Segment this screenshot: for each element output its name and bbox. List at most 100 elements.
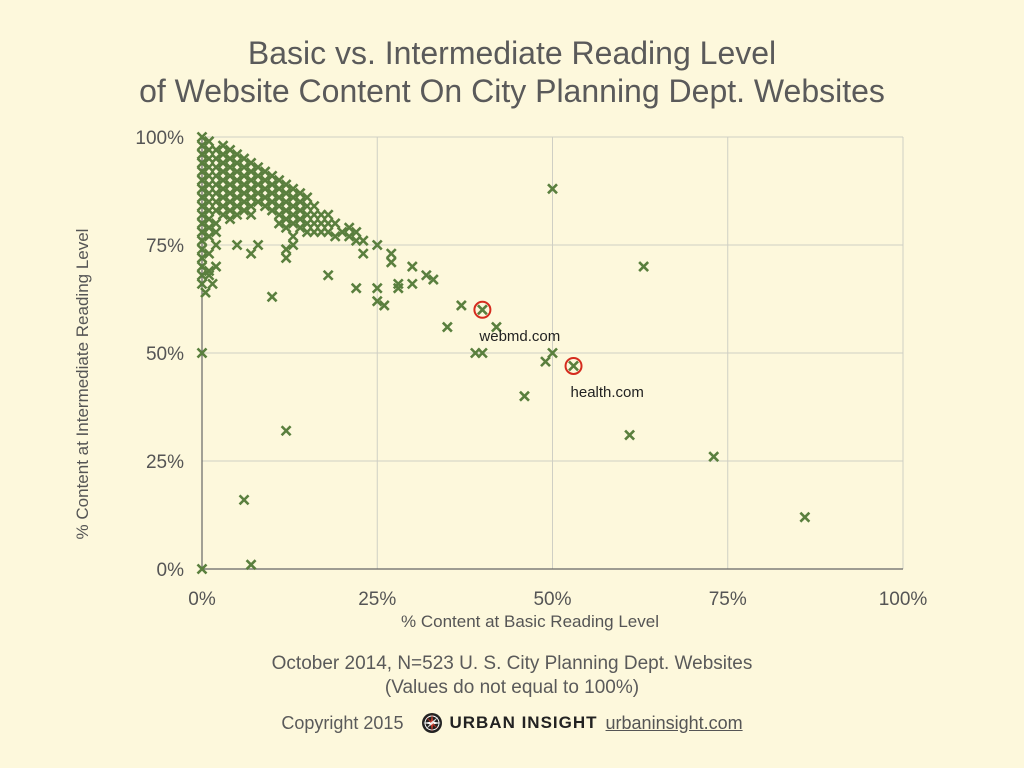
data-point	[196, 131, 208, 143]
data-point	[252, 196, 264, 208]
data-point	[217, 174, 229, 186]
data-point	[245, 559, 257, 571]
data-point	[231, 239, 243, 251]
data-point	[280, 252, 292, 264]
data-point	[547, 347, 558, 359]
data-point	[252, 239, 264, 251]
data-point	[294, 196, 306, 208]
data-point	[385, 248, 397, 260]
chart-title-line2: of Website Content On City Planning Dept…	[139, 73, 885, 109]
data-point	[280, 425, 292, 437]
data-point	[196, 252, 208, 264]
data-point	[294, 213, 306, 225]
y-tick-label: 100%	[135, 128, 184, 149]
data-point	[259, 174, 271, 186]
data-point	[196, 217, 208, 229]
data-point	[245, 166, 257, 177]
data-point	[196, 174, 208, 186]
data-point	[540, 356, 551, 368]
data-point	[203, 213, 215, 225]
data-point	[238, 187, 250, 199]
chart-title-line1: Basic vs. Intermediate Reading Level	[247, 35, 777, 71]
data-point	[455, 300, 467, 311]
data-point	[196, 157, 208, 169]
chart-points	[196, 131, 811, 575]
data-point	[196, 261, 208, 273]
highlight-point	[568, 360, 579, 372]
data-point	[196, 278, 208, 290]
data-point	[210, 239, 222, 251]
data-point	[329, 217, 341, 229]
scatter-chart: 0%0% 25% 25% 50% 50% 75% 75% 100% 100% webmd.com…	[73, 128, 927, 631]
data-point	[259, 166, 271, 177]
data-point	[280, 222, 292, 234]
data-point	[245, 192, 257, 203]
data-point	[273, 183, 285, 195]
website-link[interactable]: urbaninsight.com	[605, 712, 743, 733]
data-point	[231, 200, 243, 212]
data-point	[491, 321, 502, 333]
data-point	[238, 494, 250, 506]
data-point	[406, 261, 418, 273]
highlight-ring	[473, 300, 492, 319]
data-point	[259, 192, 271, 203]
x-tick-label: 100%	[879, 589, 928, 610]
data-point	[231, 157, 243, 169]
data-point	[196, 563, 208, 575]
data-point	[280, 213, 292, 225]
y-tick-label: 0%	[157, 560, 185, 581]
data-point	[217, 140, 229, 152]
data-point	[273, 192, 285, 203]
data-point	[287, 200, 299, 212]
data-point	[427, 274, 439, 285]
data-point	[287, 192, 299, 203]
data-point	[371, 282, 383, 294]
data-point	[217, 209, 229, 221]
highlight-point	[476, 304, 488, 316]
x-tick-label: 50%	[533, 589, 571, 610]
data-point	[280, 196, 292, 208]
data-point	[196, 200, 208, 212]
data-point	[231, 174, 243, 186]
data-point	[259, 183, 271, 195]
data-point	[406, 278, 418, 290]
data-point	[476, 347, 488, 359]
x-axis-label: % Content at Basic Reading Level	[401, 612, 659, 631]
data-point	[224, 144, 236, 156]
data-point	[210, 187, 222, 199]
data-point	[224, 187, 236, 199]
data-point	[273, 174, 285, 186]
data-point	[357, 235, 369, 247]
data-point	[245, 157, 257, 169]
data-point	[196, 148, 208, 160]
data-point	[238, 161, 250, 173]
y-tick-label: 75%	[146, 236, 184, 257]
data-point	[357, 248, 369, 260]
data-point	[252, 187, 264, 199]
data-point	[350, 282, 362, 294]
footer: Copyright 2015 URBAN INSIGHT urbaninsigh…	[0, 712, 1024, 734]
chart-title: Basic vs. Intermediate Reading Level of …	[0, 34, 1024, 110]
data-point	[378, 300, 390, 311]
compass-rose-icon	[421, 712, 443, 734]
data-point	[287, 239, 299, 251]
data-point	[217, 192, 229, 203]
data-point	[259, 200, 271, 212]
y-tick-label: 25%	[146, 452, 184, 473]
data-point	[203, 135, 215, 147]
data-point	[273, 217, 285, 229]
data-point	[224, 196, 236, 208]
data-point	[294, 205, 306, 216]
data-point	[266, 187, 278, 199]
data-point	[245, 209, 257, 221]
data-point	[266, 291, 278, 303]
chart-tick-labels: 0%0% 25% 25% 50% 50% 75% 75% 100% 100%	[135, 128, 927, 610]
data-point	[287, 183, 299, 195]
data-point	[273, 209, 285, 221]
data-point	[638, 261, 650, 273]
data-point	[210, 179, 222, 190]
data-point	[224, 179, 236, 190]
data-point	[280, 205, 292, 216]
x-tick-label: 25%	[358, 589, 396, 610]
data-point	[196, 347, 208, 359]
